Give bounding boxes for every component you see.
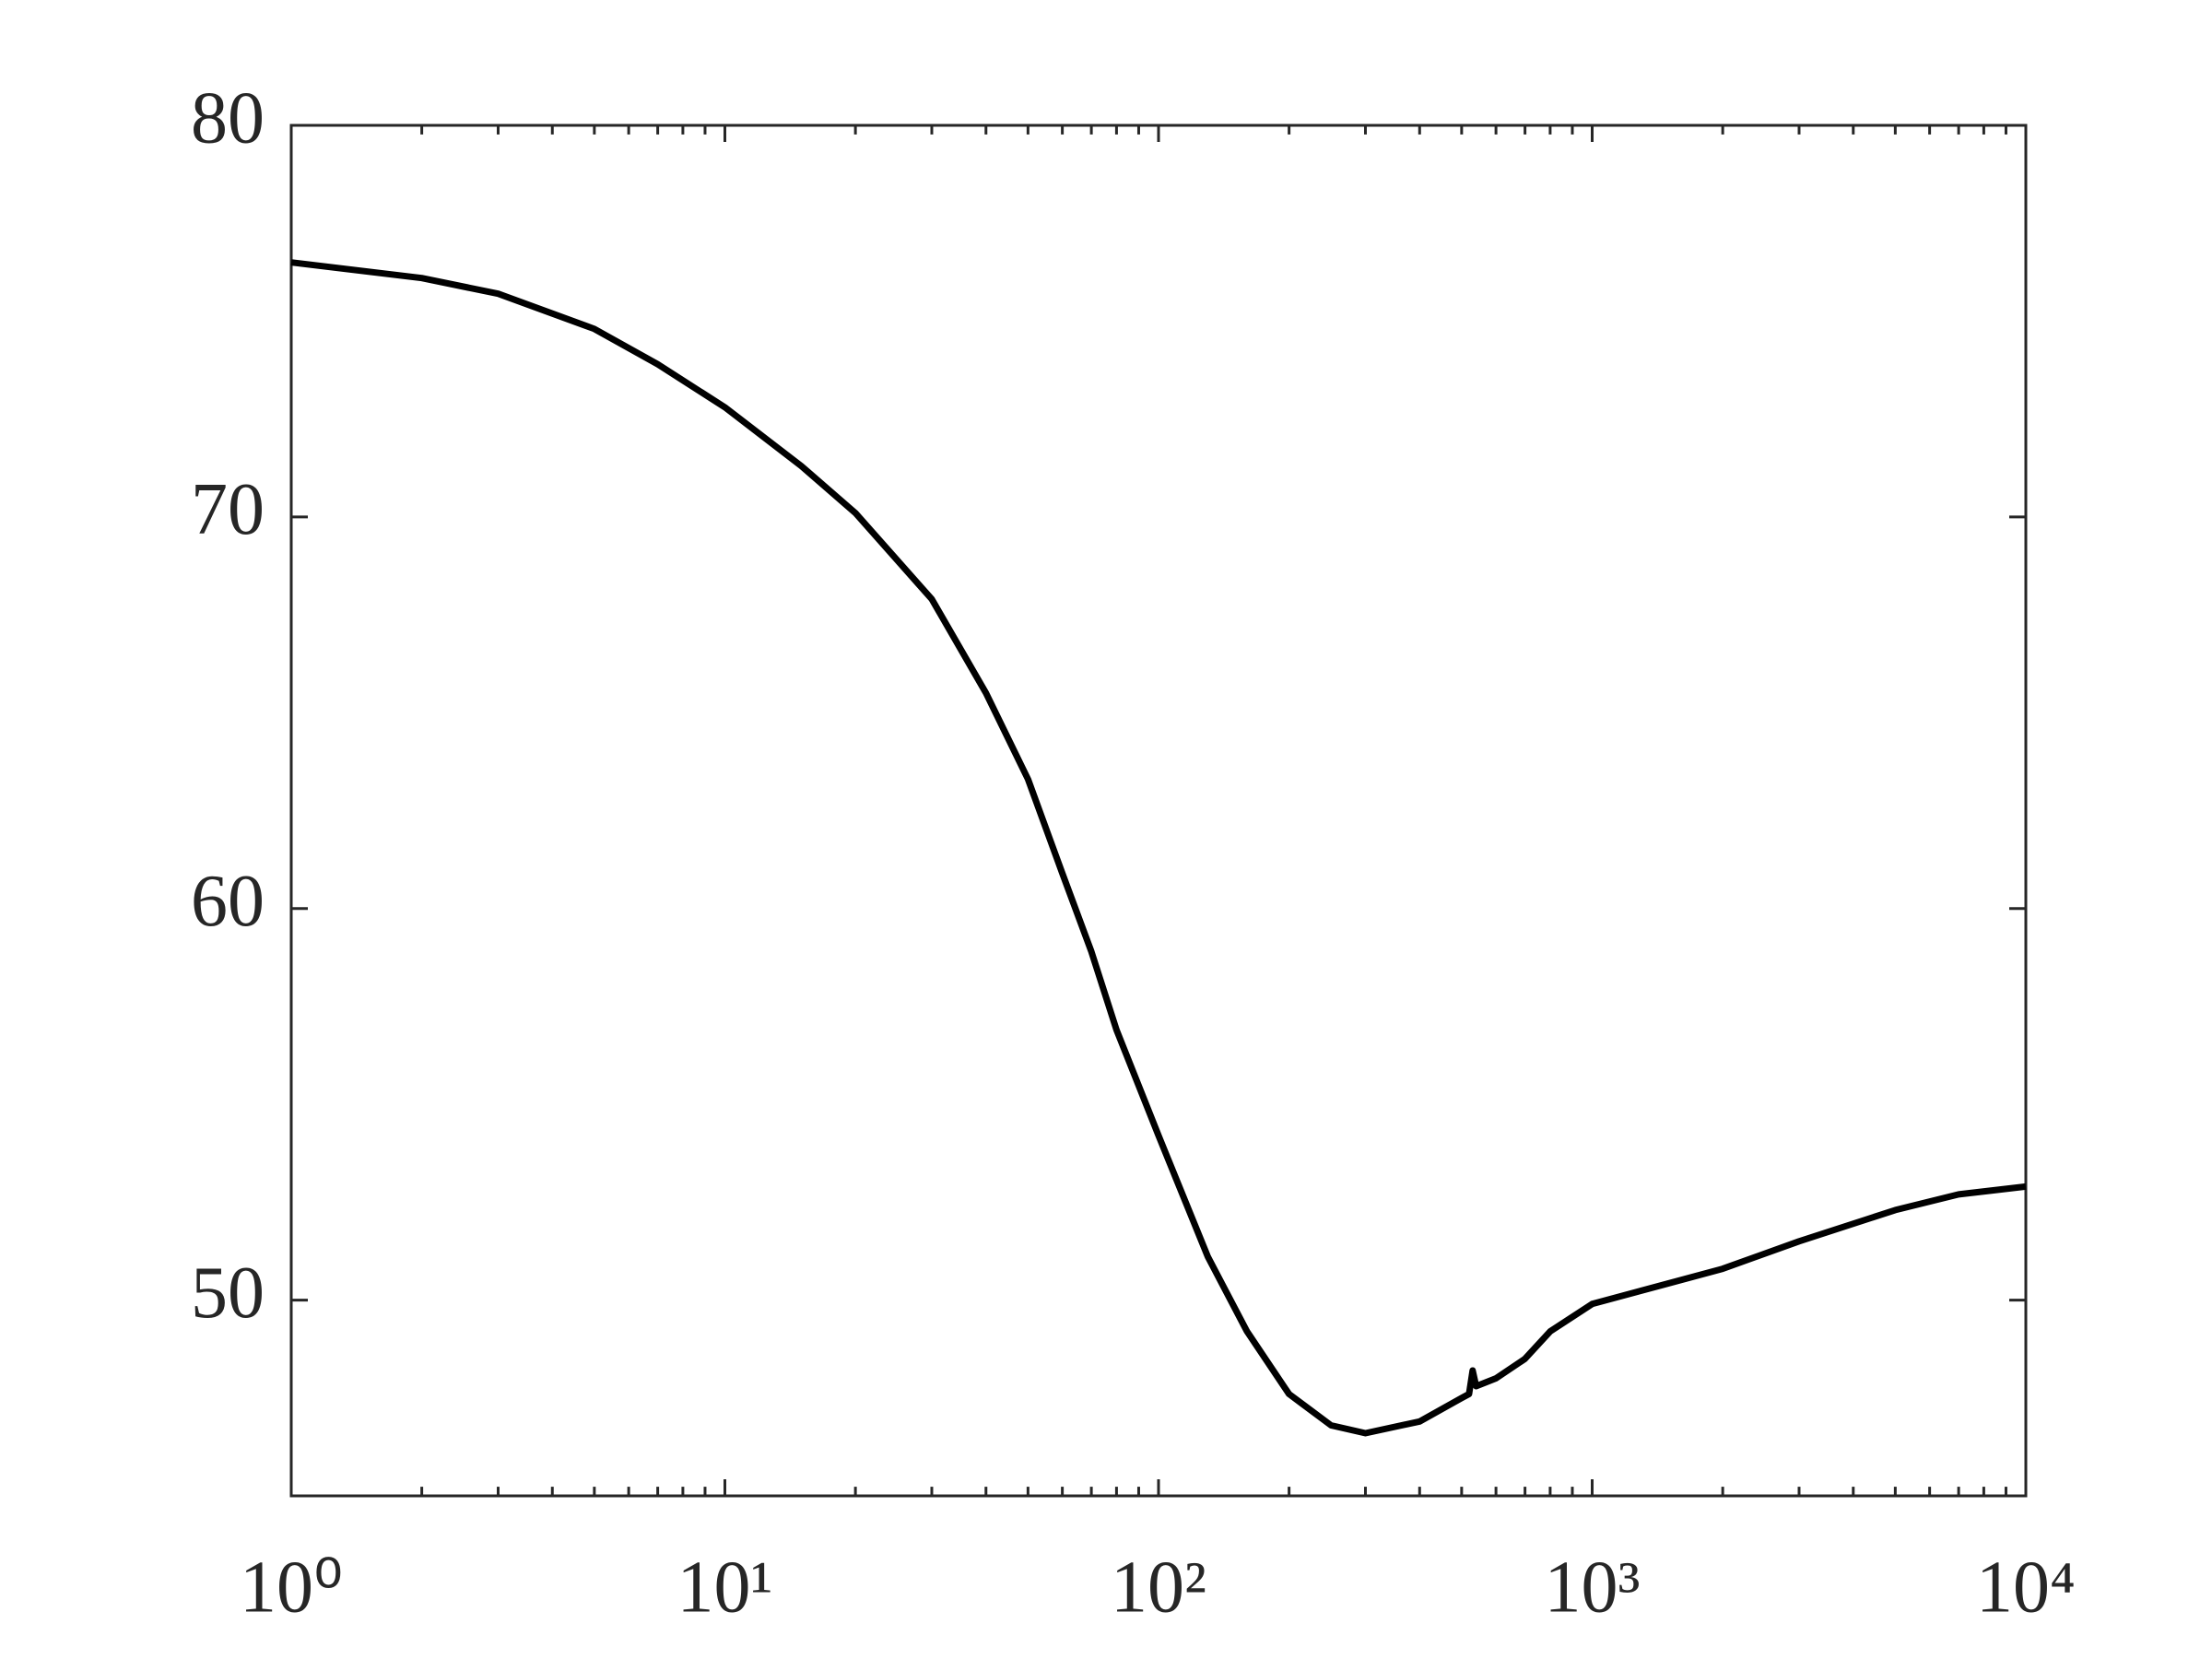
x-tick-label: 10² — [1111, 1547, 1206, 1628]
x-tick-label: 10¹ — [677, 1547, 773, 1628]
plot-frame — [289, 124, 2028, 1498]
y-tick-label: 80 — [191, 77, 265, 159]
data-line — [290, 259, 2027, 1437]
y-tick-label: 60 — [191, 861, 265, 942]
y-tick-label: 70 — [191, 469, 265, 550]
x-tick-label: 10³ — [1545, 1547, 1641, 1628]
y-tick-label: 50 — [191, 1253, 265, 1334]
x-tick-label: 10⁴ — [1976, 1547, 2076, 1628]
x-tick-label: 10⁰ — [240, 1547, 343, 1628]
